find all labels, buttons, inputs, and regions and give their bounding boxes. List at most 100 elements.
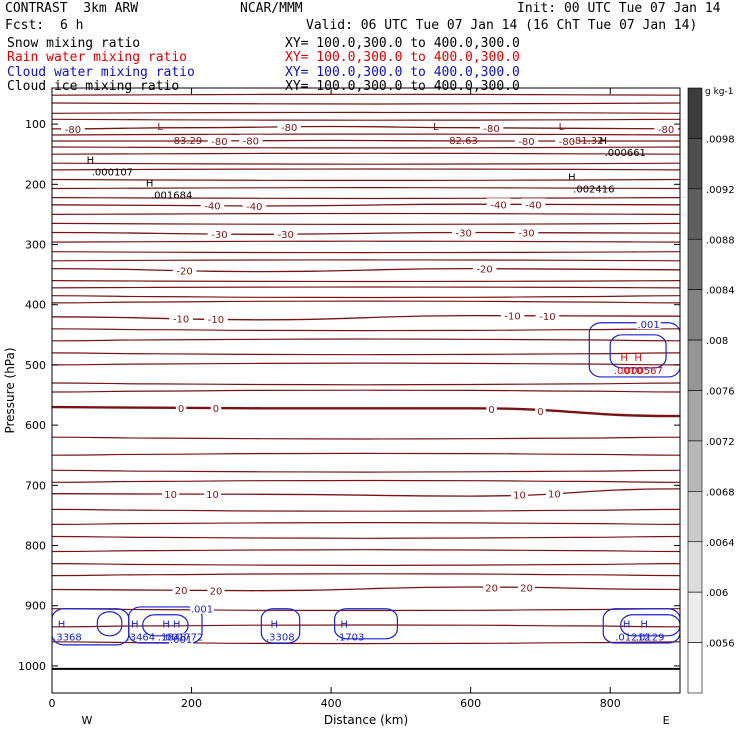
colorbar-segment [687, 440, 703, 492]
colorbar-tick-label: .0056 [706, 639, 735, 650]
y-tick-label: 500 [25, 359, 46, 372]
x-end-label-west: W [81, 714, 92, 727]
snow-high-marker: H [87, 155, 95, 166]
isotherm-contour [52, 125, 680, 130]
snow-high-value: .001684 [151, 190, 192, 201]
contour-label-bg [207, 227, 232, 239]
cloud-contour-label: .001 [170, 635, 192, 646]
contour-label: -40 [246, 202, 262, 213]
contour-label: -10 [539, 312, 555, 323]
y-tick-label: 400 [25, 299, 46, 312]
isotherm-layer [52, 93, 680, 645]
contour-label: -10 [208, 315, 224, 326]
isotherm-line [52, 382, 680, 386]
cloud-water-contour [620, 614, 680, 637]
y-tick-label: 300 [25, 239, 46, 252]
contour-label: -80 [658, 125, 674, 136]
rain-high-marker: H [620, 353, 628, 364]
snow-high-value: .000107 [92, 167, 133, 178]
cloud-contour-label: .001 [191, 605, 213, 616]
isotherm-line [52, 362, 680, 366]
contour-label: 20 [520, 584, 533, 595]
isotherm-line [52, 549, 680, 553]
contour-label-bg [274, 228, 298, 240]
x-end-label-east: E [663, 714, 670, 727]
contour-label-layer: -80 -80 -80 -80 -80 -80 -80 -80 -40 -40 -40 -40 -30 -… [53, 120, 678, 646]
isotherm-line [52, 259, 680, 262]
contour-label: -30 [211, 230, 227, 241]
contour-label: -40 [525, 200, 541, 211]
low-value: -83.29 [170, 136, 202, 147]
low-marker: L [559, 122, 565, 133]
isotherm-contour [52, 231, 680, 235]
contour-label: -80 [559, 137, 575, 148]
center-title: NCAR/MMM [240, 1, 303, 16]
isotherm-line [52, 93, 680, 96]
cloud-water-contour [602, 608, 680, 644]
colorbar-segment [687, 289, 703, 341]
isotherm-line [52, 197, 680, 200]
cloud-high-marker: H [162, 620, 170, 631]
fcst-value: 6 h [60, 18, 84, 33]
x-tick-label: 0 [49, 697, 56, 710]
colorbar-tick-label: .006 [706, 588, 728, 599]
snow-high-marker: H [599, 136, 607, 147]
colorbar-tick-label: .0072 [706, 437, 735, 448]
contour-label-bg [486, 198, 511, 210]
cloud-high-marker: H [173, 620, 181, 631]
cloud-contour-label: .001 [637, 320, 659, 331]
isotherm-line [52, 300, 680, 304]
isotherm-line [52, 251, 680, 254]
isotherm-line [52, 452, 680, 456]
isotherm-line [52, 352, 680, 356]
field-name-rain: Rain water mixing ratio [7, 50, 188, 65]
isotherm-line [52, 608, 680, 612]
contour-label: -80 [243, 137, 259, 148]
isotherm-contour [52, 405, 680, 418]
low-value: -82.63 [446, 136, 478, 147]
field-name-cloud-water: Cloud water mixing ratio [7, 65, 195, 80]
colorbar-tick-label: .0084 [706, 286, 735, 297]
colorbar-segment [687, 188, 703, 240]
isotherm-line [52, 178, 680, 182]
contour-label: 10 [513, 490, 526, 501]
snow-high-value: .002416 [573, 184, 614, 195]
isotherm-line [52, 295, 680, 299]
contour-label-bg [514, 134, 539, 146]
rain-high-value: .0010 [614, 366, 643, 377]
cloud-water-contour [128, 606, 203, 644]
contour-label-bg [277, 120, 301, 132]
isotherm-contour [52, 267, 680, 273]
isotherm-line [52, 338, 680, 342]
contour-label-bg [555, 134, 579, 146]
x-tick-label: 200 [181, 697, 202, 710]
isotherm-line [52, 389, 680, 393]
valid-time: Valid: 06 UTC Tue 07 Jan 14 (16 ChT Tue … [306, 18, 698, 33]
contour-label-bg [486, 403, 497, 415]
contour-label-bg [451, 226, 476, 238]
contour-label-bg [175, 401, 187, 413]
isotherm-line [52, 162, 680, 165]
colorbar-segment [687, 541, 703, 593]
isotherm-line [52, 328, 680, 332]
cloud-high-value: .01212 [615, 633, 650, 644]
contour-label-bg [203, 488, 221, 500]
cloud-water-layer [52, 322, 680, 646]
contour-label: -40 [204, 202, 220, 213]
low-marker: L [433, 122, 439, 133]
field-xy-cloud-ice: XY= 100.0,300.0 to 400.0,300.0 [285, 79, 520, 94]
y-axis-label: Pressure (hPa) [3, 347, 17, 433]
cloud-high-value: .001772 [162, 633, 203, 644]
contour-label-bg [210, 401, 222, 413]
cloud-label-bg [190, 602, 215, 614]
contour-label-bg [535, 309, 560, 321]
contour-label-bg [61, 122, 85, 134]
contour-label-bg [535, 404, 546, 416]
isotherm-line [52, 133, 680, 136]
cloud-high-value: .3308 [266, 633, 295, 644]
isotherm-line [52, 168, 680, 171]
isotherm-line [52, 186, 680, 190]
y-tick-label: 100 [25, 118, 46, 131]
colorbar-layer: .0098 .0092 .0088 .0084 .008 .0076 .0072 .0068.… [687, 87, 735, 694]
